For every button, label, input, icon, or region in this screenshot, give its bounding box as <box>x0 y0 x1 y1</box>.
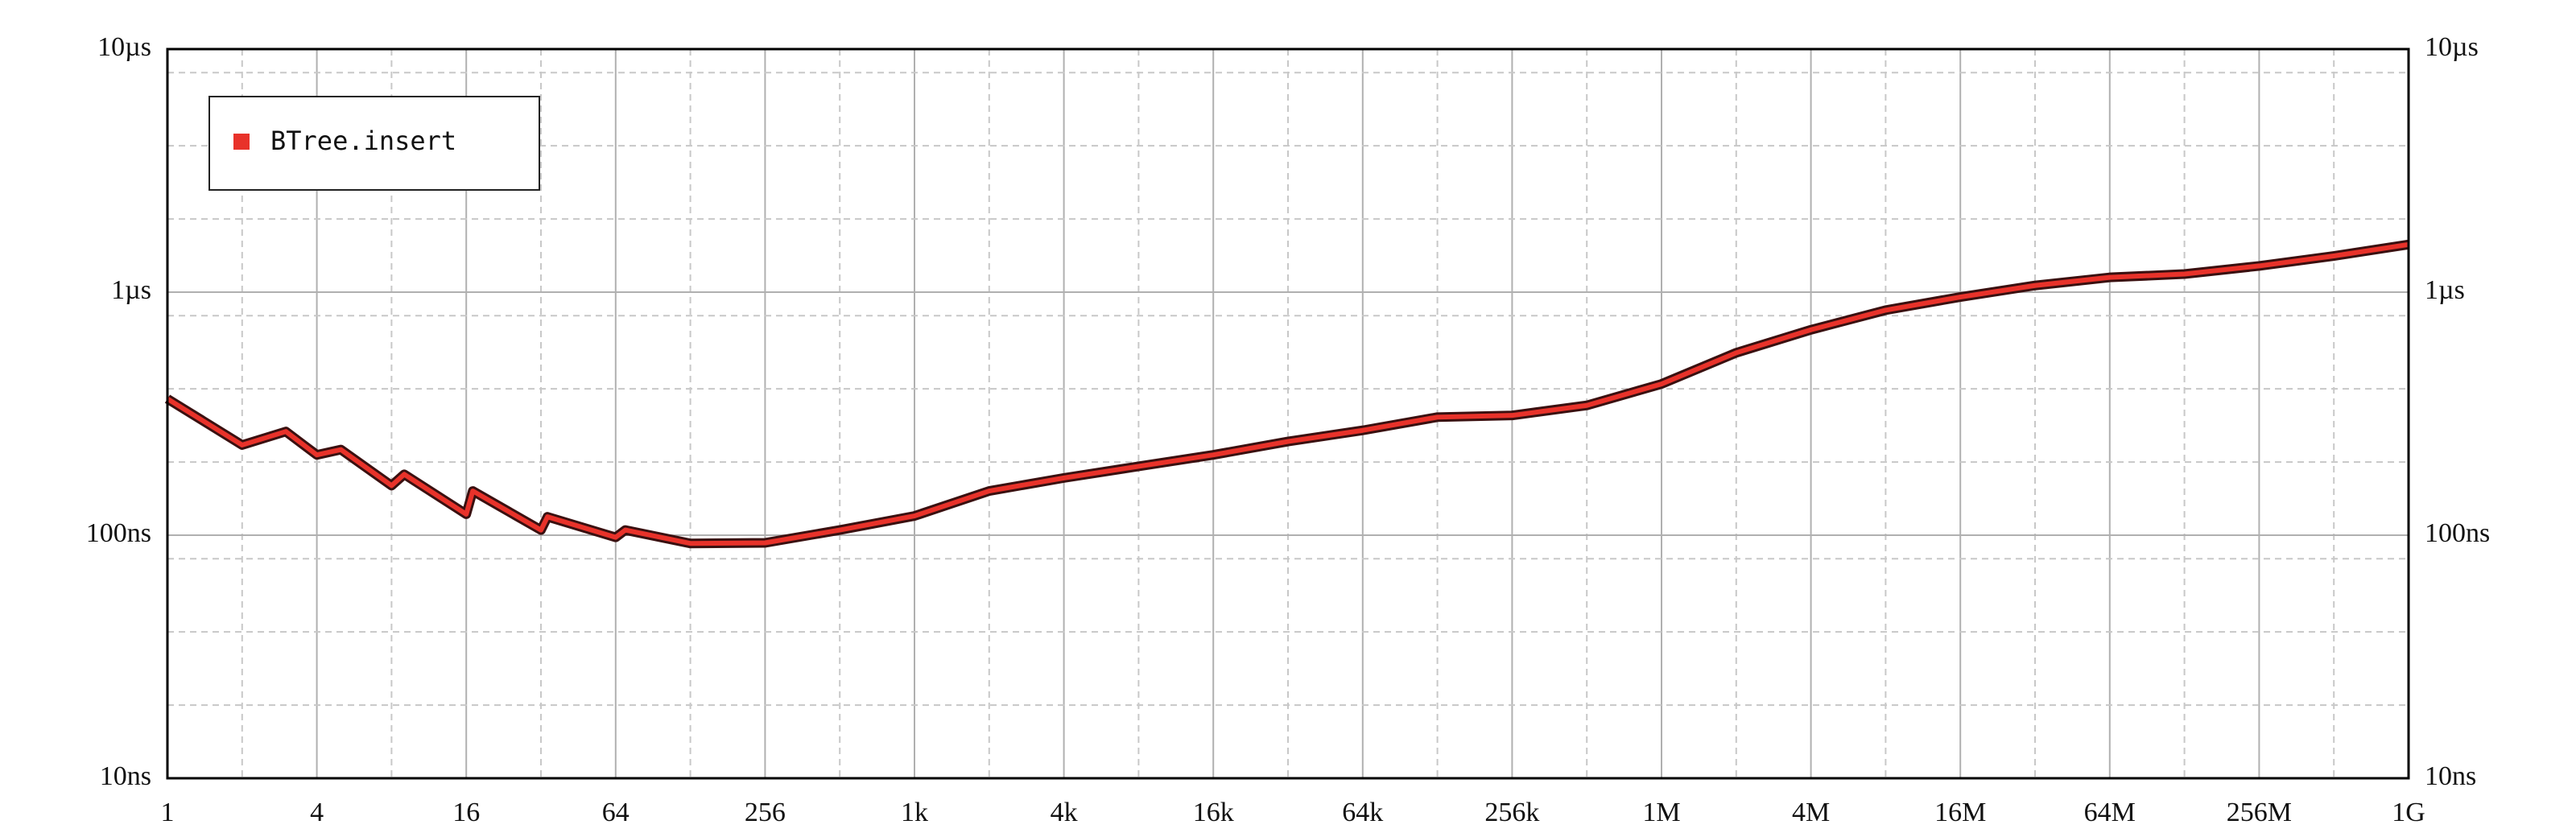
x-tick-label: 1 <box>161 798 175 827</box>
plot-frame <box>166 47 2410 780</box>
x-tick-label: 256 <box>745 798 786 827</box>
y-tick-label: 1µs <box>111 275 151 305</box>
y-tick-label: 10ns <box>100 761 151 791</box>
x-tick-label: 4M <box>1792 798 1830 827</box>
x-tick-label: 256k <box>1484 798 1539 827</box>
x-tick-label: 16M <box>1934 798 1986 827</box>
x-tick-label: 64 <box>602 798 630 827</box>
plot <box>164 239 2409 549</box>
x-tick-label: 1G <box>2392 798 2425 827</box>
y-tick-label: 100ns <box>86 518 151 548</box>
x-tick-label: 16 <box>452 798 480 827</box>
y2-tick-label: 1µs <box>2425 275 2465 305</box>
x-tick-label: 1k <box>901 798 928 827</box>
line <box>166 241 2409 546</box>
y2-tick-label: 100ns <box>2425 518 2490 548</box>
y2-tick-label: 10ns <box>2425 761 2476 791</box>
x-tick-label: 256M <box>2227 798 2292 827</box>
y2-tick-label: 10µs <box>2425 32 2479 62</box>
legend-swatch <box>233 134 250 150</box>
x-tick-label: 1M <box>1642 798 1680 827</box>
x-tick-label: 4 <box>310 798 324 827</box>
legend: BTree.insert <box>208 96 540 191</box>
legend-label: BTree.insert <box>270 126 456 156</box>
x-tick-label: 64k <box>1342 798 1383 827</box>
x-tick-label: 64M <box>2084 798 2136 827</box>
x-tick-label: 4k <box>1051 798 1078 827</box>
y-tick-label: 10µs <box>97 32 151 62</box>
legend-box <box>208 96 540 191</box>
x-tick-label: 16k <box>1193 798 1234 827</box>
